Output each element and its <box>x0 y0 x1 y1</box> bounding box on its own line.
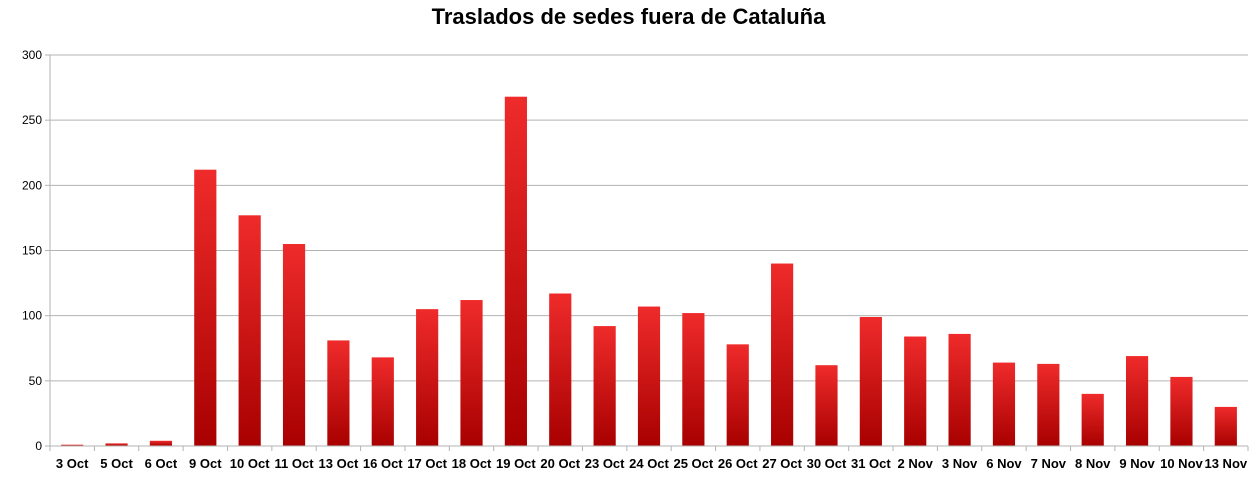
x-tick-label: 24 Oct <box>629 456 669 471</box>
bar <box>771 263 794 446</box>
x-tick-label: 3 Oct <box>56 456 89 471</box>
x-tick-label: 27 Oct <box>762 456 802 471</box>
y-tick-label: 300 <box>22 48 42 62</box>
x-tick-label: 16 Oct <box>363 456 403 471</box>
bar <box>859 316 882 446</box>
x-tick-label: 6 Nov <box>986 456 1022 471</box>
bar <box>282 243 306 446</box>
bar <box>416 309 439 446</box>
bar <box>194 169 217 446</box>
bar <box>682 313 705 446</box>
y-tick-label: 0 <box>35 439 42 453</box>
x-tick-label: 25 Oct <box>673 456 713 471</box>
x-tick-label: 3 Nov <box>942 456 978 471</box>
y-tick-label: 150 <box>22 244 42 258</box>
bar <box>504 96 527 446</box>
x-tick-label: 13 Nov <box>1204 456 1247 471</box>
bar <box>61 444 84 446</box>
chart-title: Traslados de sedes fuera de Cataluña <box>431 4 826 29</box>
x-tick-label: 13 Oct <box>319 456 359 471</box>
bar <box>637 306 661 446</box>
x-tick-label: 31 Oct <box>851 456 891 471</box>
bar <box>549 293 572 446</box>
y-tick-label: 50 <box>29 374 43 388</box>
bar <box>460 300 483 446</box>
y-tick-label: 100 <box>22 309 42 323</box>
bar <box>992 362 1016 446</box>
y-tick-label: 250 <box>22 113 42 127</box>
x-tick-label: 9 Oct <box>189 456 222 471</box>
y-tick-label: 200 <box>22 178 42 192</box>
x-tick-label: 10 Oct <box>230 456 270 471</box>
x-tick-label: 9 Nov <box>1119 456 1155 471</box>
x-tick-label: 5 Oct <box>100 456 133 471</box>
x-tick-label: 20 Oct <box>540 456 580 471</box>
bar <box>371 357 394 446</box>
bar <box>904 336 927 446</box>
x-tick-label: 8 Nov <box>1075 456 1111 471</box>
x-tick-label: 7 Nov <box>1031 456 1067 471</box>
bar <box>1037 363 1060 446</box>
x-tick-label: 23 Oct <box>585 456 625 471</box>
x-tick-label: 6 Oct <box>145 456 178 471</box>
bar <box>1125 356 1149 446</box>
bar <box>105 443 128 446</box>
x-tick-label: 11 Oct <box>275 456 315 471</box>
x-tick-label: 2 Nov <box>898 456 934 471</box>
bar <box>327 340 350 446</box>
bar <box>1081 393 1104 446</box>
x-tick-label: 19 Oct <box>496 456 536 471</box>
bar <box>815 365 838 446</box>
bar <box>593 326 616 446</box>
bar <box>1170 376 1193 446</box>
x-tick-label: 30 Oct <box>807 456 847 471</box>
bar <box>726 344 749 446</box>
bar <box>948 333 971 446</box>
x-tick-label: 10 Nov <box>1160 456 1203 471</box>
bar <box>1214 406 1237 446</box>
bar <box>238 215 261 446</box>
x-tick-label: 18 Oct <box>452 456 492 471</box>
x-tick-label: 26 Oct <box>718 456 758 471</box>
bar <box>149 440 173 446</box>
x-tick-label: 17 Oct <box>407 456 447 471</box>
